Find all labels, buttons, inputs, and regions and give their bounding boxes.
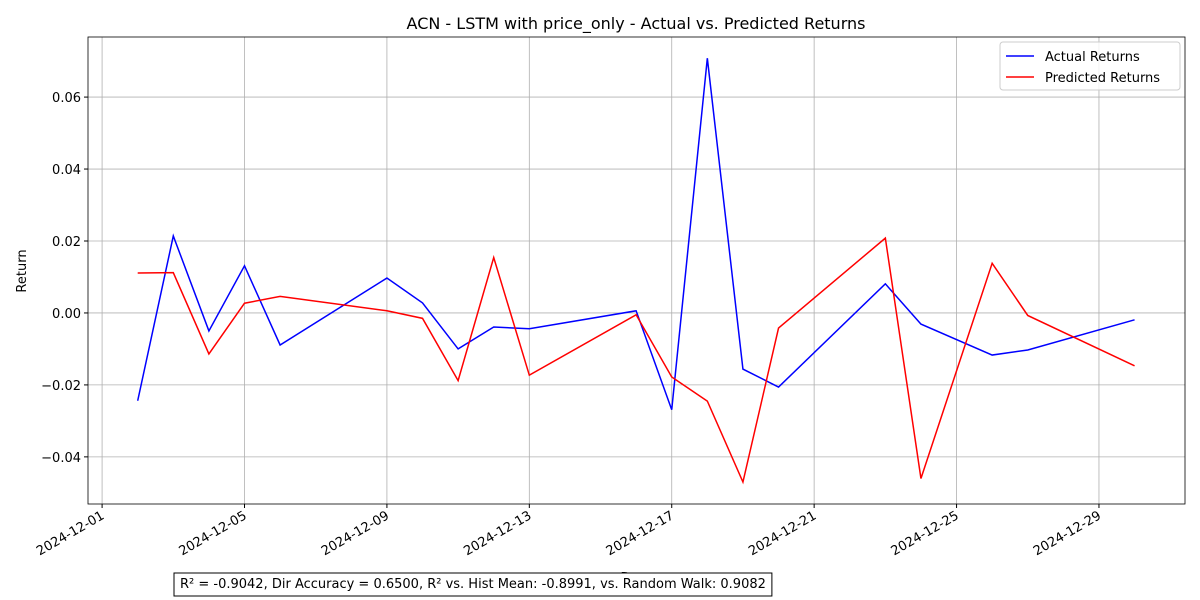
y-tick-label: −0.04 — [41, 451, 81, 466]
legend-label: Predicted Returns — [1045, 71, 1160, 86]
y-tick-label: 0.06 — [52, 91, 81, 106]
y-tick-label: 0.04 — [52, 163, 81, 178]
y-tick-label: 0.02 — [52, 235, 81, 250]
data-line — [136, 58, 1135, 410]
y-tick-label: −0.02 — [41, 379, 81, 394]
y-axis-label: Return — [15, 249, 30, 292]
data-line — [137, 236, 1135, 485]
annotation-box — [173, 572, 773, 597]
legend-label: Actual Returns — [1045, 50, 1140, 65]
chart-title: ACN - LSTM with price_only - Actual vs. … — [407, 14, 866, 34]
plot-frame — [87, 36, 1186, 505]
y-tick-label: 0.00 — [52, 307, 81, 322]
annotation: R² = -0.9042, Dir Accuracy = 0.6500, R² … — [180, 577, 766, 592]
legend-box — [999, 41, 1181, 91]
